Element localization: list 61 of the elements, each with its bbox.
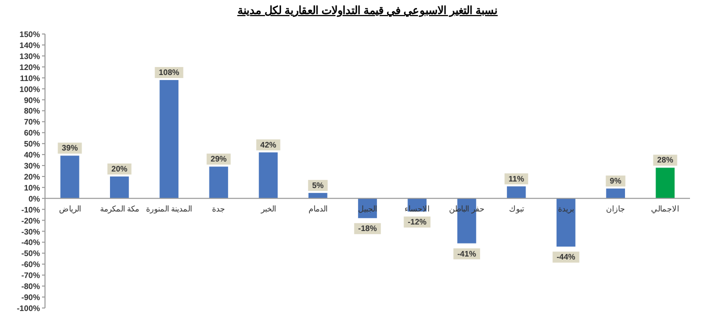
y-tick-label: 150% bbox=[20, 30, 40, 39]
bar bbox=[110, 176, 129, 198]
data-label: 20% bbox=[111, 164, 128, 174]
y-tick-label: 90% bbox=[24, 96, 40, 105]
x-tick-label: المدينة المنورة bbox=[146, 204, 192, 214]
y-tick-label: 70% bbox=[24, 118, 40, 127]
y-tick-label: -20% bbox=[21, 216, 40, 226]
x-tick-label: جدة bbox=[212, 204, 226, 214]
bar bbox=[308, 192, 328, 198]
data-label: 11% bbox=[508, 174, 524, 184]
data-label: 9% bbox=[610, 176, 622, 186]
y-tick-label: 60% bbox=[24, 128, 40, 138]
bar bbox=[258, 152, 278, 198]
y-tick-label: -80% bbox=[21, 282, 40, 292]
data-label: -44% bbox=[556, 252, 576, 262]
y-tick-label: 50% bbox=[24, 140, 40, 149]
data-label: 108% bbox=[158, 68, 180, 78]
y-tick-label: 30% bbox=[24, 162, 40, 171]
y-tick-label: 100% bbox=[20, 84, 40, 94]
y-tick-label: 120% bbox=[20, 62, 40, 72]
data-label: 39% bbox=[62, 144, 78, 153]
data-label: 29% bbox=[210, 154, 227, 164]
x-tick-label: جازان bbox=[606, 204, 626, 214]
y-tick-label: -10% bbox=[21, 205, 40, 214]
y-tick-label: -70% bbox=[21, 271, 40, 280]
y-tick-label: 130% bbox=[20, 52, 40, 61]
y-tick-label: -30% bbox=[21, 227, 40, 236]
y-tick-label: -60% bbox=[21, 260, 40, 270]
x-tick-label: الرياض bbox=[58, 204, 81, 214]
data-label: -12% bbox=[408, 218, 426, 227]
data-label: -18% bbox=[358, 224, 377, 234]
bar bbox=[60, 156, 80, 198]
bar bbox=[556, 198, 576, 247]
y-tick-label: 140% bbox=[20, 40, 40, 50]
bar bbox=[606, 188, 626, 198]
y-tick-label: -90% bbox=[21, 293, 40, 302]
chart-title: نسبة التغير الاسبوعي في قيمة التداولات العقارية لكل مدينة bbox=[237, 5, 498, 18]
bar bbox=[656, 168, 675, 198]
data-label: 42% bbox=[260, 140, 276, 150]
x-tick-label: الخبر bbox=[260, 204, 276, 214]
x-tick-label: بريدة bbox=[558, 204, 574, 214]
bar bbox=[160, 80, 178, 198]
data-label: -41% bbox=[457, 249, 476, 258]
y-tick-label: -50% bbox=[21, 249, 40, 258]
data-label: 5% bbox=[312, 180, 324, 190]
y-tick-label: 10% bbox=[24, 183, 40, 192]
bar bbox=[209, 166, 228, 198]
y-tick-label: 80% bbox=[24, 106, 40, 116]
y-tick-label: 110% bbox=[20, 74, 40, 83]
y-tick-label: 0% bbox=[28, 194, 40, 204]
x-tick-label: الدمام bbox=[308, 204, 328, 214]
data-label: 28% bbox=[657, 156, 674, 165]
x-tick-label: الاجمالي bbox=[651, 204, 680, 214]
x-tick-label: تبوك bbox=[508, 204, 524, 214]
x-tick-label: الجبيل bbox=[358, 204, 377, 214]
y-tick-label: -40% bbox=[21, 238, 40, 248]
bar bbox=[506, 186, 526, 198]
x-tick-label: مكة المكرمة bbox=[100, 204, 140, 214]
y-tick-label: 20% bbox=[24, 172, 40, 182]
y-tick-label: -100% bbox=[16, 304, 40, 313]
y-tick-label: 40% bbox=[24, 150, 40, 160]
